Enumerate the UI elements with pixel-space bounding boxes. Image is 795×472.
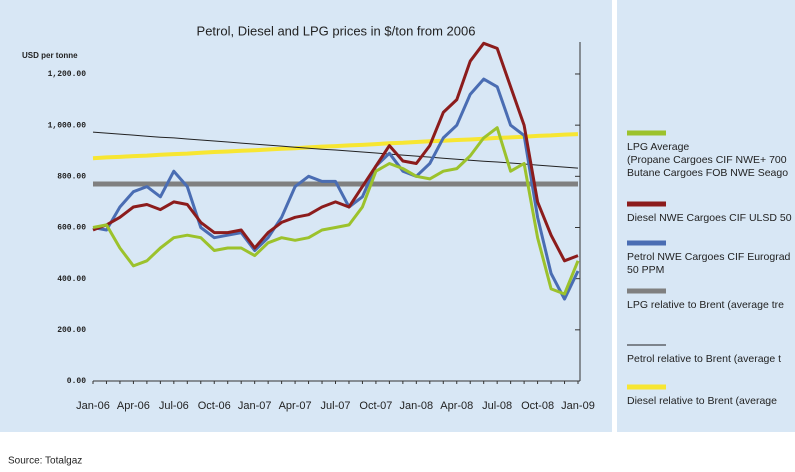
- legend-label: LPG relative to Brent (average tre: [627, 299, 784, 311]
- x-tick-label: Apr-06: [117, 400, 150, 412]
- legend-label-line: Petrol relative to Brent (average t: [627, 353, 781, 365]
- x-tick-label: Oct-07: [359, 400, 392, 412]
- legend-label-line: LPG Average: [627, 141, 689, 153]
- legend-label: Petrol relative to Brent (average t: [627, 353, 781, 365]
- legend-label-line: Petrol NWE Cargoes CIF Eurograd: [627, 251, 791, 263]
- y-tick-label: 400.00: [57, 275, 86, 284]
- legend-label: LPG Average (Propane Cargoes CIF NWE+ 700…: [627, 141, 788, 179]
- y-tick-label: 0.00: [67, 377, 86, 386]
- x-tick-label: Apr-08: [440, 400, 473, 412]
- series-line: [92, 131, 579, 169]
- y-axis-label: USD per tonne: [22, 51, 78, 60]
- y-tick-label: 1,000.00: [48, 121, 87, 130]
- x-tick-label: Oct-08: [521, 400, 554, 412]
- legend-label-line: LPG relative to Brent (average tre: [627, 299, 784, 311]
- legend-label: Diesel relative to Brent (average: [627, 395, 777, 407]
- legend-label: Diesel NWE Cargoes CIF ULSD 50: [627, 212, 792, 224]
- legend-label: Petrol NWE Cargoes CIF Eurograd 50 PPM: [627, 251, 791, 276]
- x-tick-label: Jan-07: [238, 400, 272, 412]
- y-tick-label: 200.00: [57, 326, 86, 335]
- series-line: [92, 77, 580, 301]
- x-tick-label: Oct-06: [198, 400, 231, 412]
- legend-label-line: Butane Cargoes FOB NWE Seago: [627, 167, 788, 179]
- legend-label-line: Diesel relative to Brent (average: [627, 395, 777, 407]
- legend-label-line: Diesel NWE Cargoes CIF ULSD 50: [627, 212, 792, 224]
- x-tick-label: Jan-09: [561, 400, 595, 412]
- x-tick-label: Jul-06: [159, 400, 189, 412]
- x-tick-label: Jul-07: [321, 400, 351, 412]
- x-tick-label: Apr-07: [279, 400, 312, 412]
- series-line: [92, 132, 579, 161]
- y-tick-label: 600.00: [57, 224, 86, 233]
- y-tick-label: 1,200.00: [48, 70, 87, 79]
- legend-panel: [617, 0, 795, 432]
- series-line: [92, 41, 579, 263]
- legend-label-line: (Propane Cargoes CIF NWE+ 700: [627, 154, 787, 166]
- y-tick-label: 800.00: [57, 172, 86, 181]
- x-tick-label: Jul-08: [482, 400, 512, 412]
- series-line: [92, 126, 580, 296]
- x-tick-label: Jan-08: [400, 400, 434, 412]
- chart-title: Petrol, Diesel and LPG prices in $/ton f…: [197, 23, 476, 38]
- source: Source: Totalgaz: [8, 456, 82, 467]
- legend-label-line: 50 PPM: [627, 264, 664, 276]
- x-tick-label: Jan-06: [76, 400, 110, 412]
